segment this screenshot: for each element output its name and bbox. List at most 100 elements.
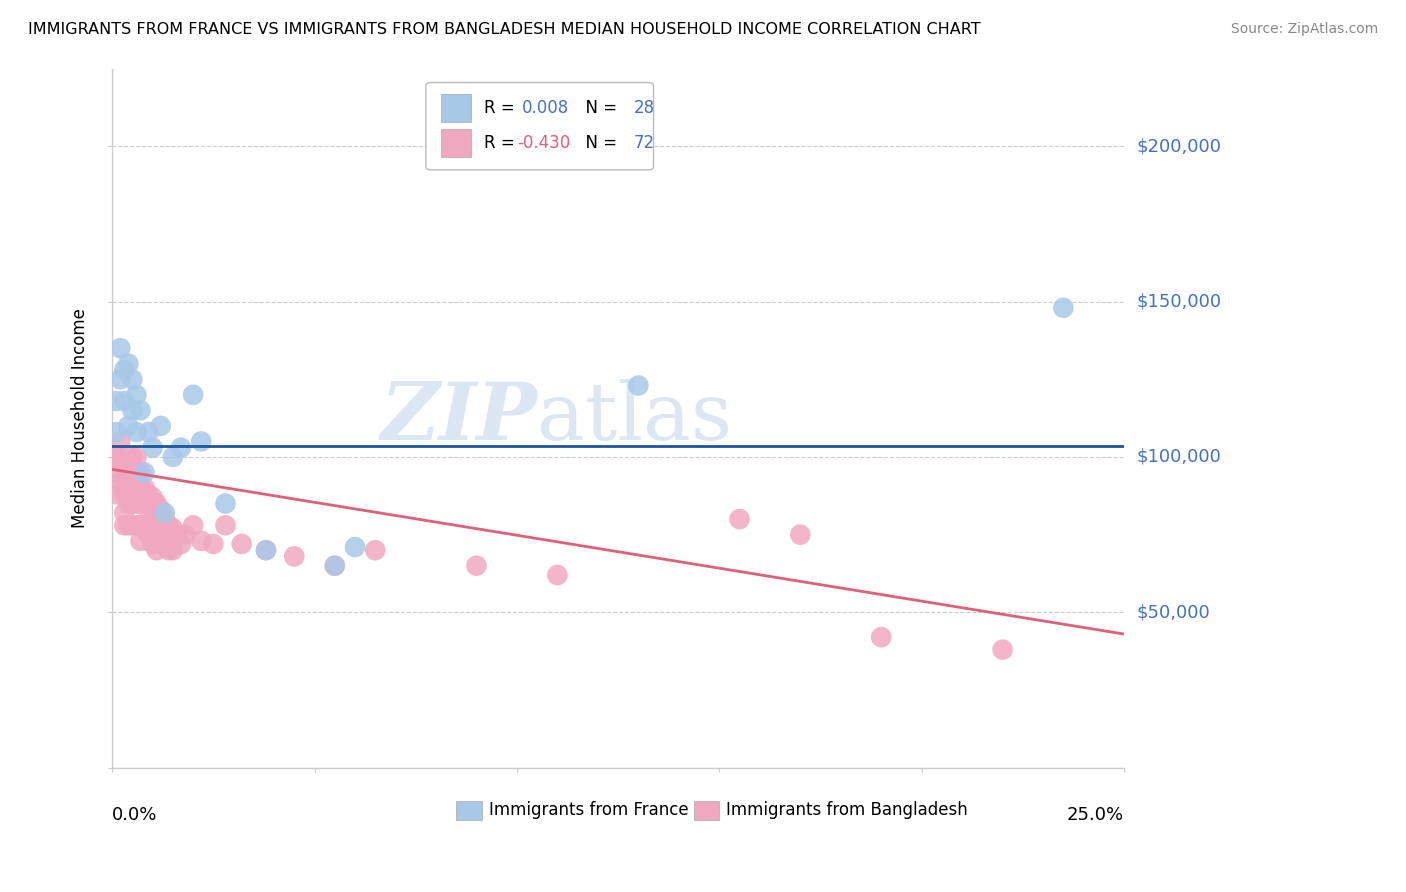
Point bbox=[170, 441, 193, 455]
Point bbox=[138, 425, 160, 439]
Point bbox=[991, 642, 1014, 657]
Point bbox=[202, 537, 225, 551]
Text: R =: R = bbox=[484, 99, 524, 118]
Point bbox=[134, 466, 156, 480]
Point bbox=[110, 372, 132, 386]
Point bbox=[112, 506, 135, 520]
Text: 72: 72 bbox=[633, 135, 654, 153]
Bar bbox=[441, 129, 471, 157]
Text: atlas: atlas bbox=[537, 379, 733, 457]
Point bbox=[145, 512, 167, 526]
Point bbox=[231, 537, 253, 551]
Point bbox=[149, 418, 172, 433]
Point bbox=[129, 533, 152, 548]
Text: 0.008: 0.008 bbox=[522, 99, 569, 118]
Point bbox=[110, 434, 132, 449]
Point bbox=[214, 518, 236, 533]
Point bbox=[129, 497, 152, 511]
Point bbox=[254, 543, 277, 558]
Text: Immigrants from France: Immigrants from France bbox=[489, 801, 688, 820]
Point bbox=[1052, 301, 1074, 315]
Point bbox=[125, 425, 148, 439]
Text: -0.430: -0.430 bbox=[517, 135, 571, 153]
Text: R =: R = bbox=[484, 135, 520, 153]
Point bbox=[214, 497, 236, 511]
Point bbox=[125, 450, 148, 464]
Bar bbox=[441, 95, 471, 122]
Point bbox=[254, 543, 277, 558]
Point bbox=[138, 527, 160, 541]
Point bbox=[364, 543, 387, 558]
Point bbox=[110, 450, 132, 464]
Text: $100,000: $100,000 bbox=[1136, 448, 1220, 466]
Point bbox=[134, 497, 156, 511]
Text: 0.0%: 0.0% bbox=[112, 806, 157, 824]
Point bbox=[121, 497, 143, 511]
Point bbox=[153, 512, 176, 526]
Text: N =: N = bbox=[575, 135, 621, 153]
Point bbox=[157, 543, 180, 558]
Point bbox=[105, 425, 128, 439]
Point bbox=[138, 487, 160, 501]
Bar bbox=[456, 800, 481, 820]
Point bbox=[162, 521, 184, 535]
Point bbox=[153, 506, 176, 520]
Point bbox=[145, 543, 167, 558]
Point bbox=[125, 481, 148, 495]
Point bbox=[129, 518, 152, 533]
Point bbox=[121, 481, 143, 495]
Text: 28: 28 bbox=[633, 99, 654, 118]
Point bbox=[323, 558, 346, 573]
Point bbox=[283, 549, 305, 564]
Point bbox=[149, 537, 172, 551]
Point bbox=[129, 481, 152, 495]
Point bbox=[129, 466, 152, 480]
Text: $50,000: $50,000 bbox=[1136, 603, 1211, 622]
Point bbox=[110, 456, 132, 470]
Point bbox=[145, 527, 167, 541]
Point bbox=[117, 518, 139, 533]
Point bbox=[125, 518, 148, 533]
Point bbox=[162, 543, 184, 558]
Point bbox=[190, 533, 212, 548]
Text: IMMIGRANTS FROM FRANCE VS IMMIGRANTS FROM BANGLADESH MEDIAN HOUSEHOLD INCOME COR: IMMIGRANTS FROM FRANCE VS IMMIGRANTS FRO… bbox=[28, 22, 981, 37]
Point bbox=[110, 475, 132, 489]
Point bbox=[142, 537, 165, 551]
Point bbox=[121, 403, 143, 417]
Point bbox=[105, 394, 128, 409]
Point bbox=[121, 450, 143, 464]
Point bbox=[105, 466, 128, 480]
Text: 25.0%: 25.0% bbox=[1067, 806, 1123, 824]
Point bbox=[125, 497, 148, 511]
Point bbox=[142, 503, 165, 517]
Point bbox=[112, 394, 135, 409]
Point bbox=[190, 434, 212, 449]
Point bbox=[125, 466, 148, 480]
Y-axis label: Median Household Income: Median Household Income bbox=[72, 308, 89, 528]
Point bbox=[181, 518, 204, 533]
Point bbox=[112, 518, 135, 533]
Point bbox=[149, 518, 172, 533]
Point bbox=[117, 418, 139, 433]
Point bbox=[121, 466, 143, 480]
Text: $150,000: $150,000 bbox=[1136, 293, 1222, 310]
Point bbox=[112, 472, 135, 486]
Point bbox=[145, 497, 167, 511]
Point bbox=[112, 487, 135, 501]
Point bbox=[129, 403, 152, 417]
Point bbox=[121, 518, 143, 533]
Point bbox=[344, 540, 367, 554]
Point bbox=[153, 533, 176, 548]
Point bbox=[465, 558, 488, 573]
Point bbox=[166, 527, 188, 541]
Point bbox=[142, 441, 165, 455]
Point bbox=[117, 357, 139, 371]
Point bbox=[125, 388, 148, 402]
Point bbox=[117, 481, 139, 495]
FancyBboxPatch shape bbox=[426, 82, 654, 169]
Point bbox=[117, 497, 139, 511]
Point bbox=[149, 503, 172, 517]
Text: ZIP: ZIP bbox=[380, 379, 537, 457]
Point bbox=[138, 506, 160, 520]
Point bbox=[323, 558, 346, 573]
